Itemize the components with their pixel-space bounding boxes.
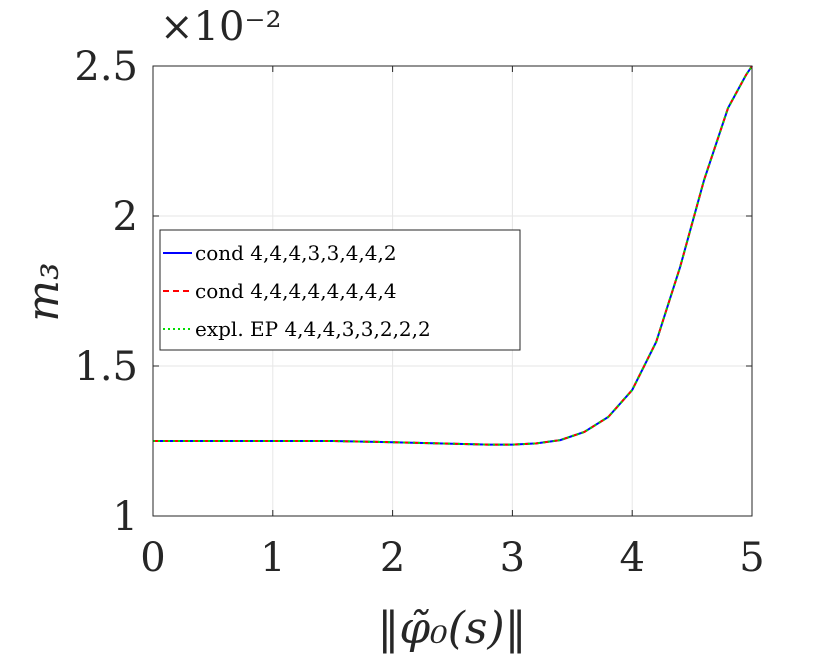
x-axis-label: ‖φ̃₀(s)‖ (377, 603, 526, 654)
x-tick-label: 3 (500, 535, 525, 581)
x-tick-label: 2 (380, 535, 405, 581)
x-tick-label: 0 (140, 535, 165, 581)
x-axis-ticks: 0 1 2 3 4 5 (140, 66, 765, 581)
legend-box (159, 229, 521, 351)
y-axis-ticks: 1 1.5 2 2.5 (74, 44, 752, 540)
y-axis-multiplier: ×10⁻² (160, 4, 282, 50)
legend-label-1: cond 4,4,4,3,3,4,4,2 (195, 241, 397, 265)
plot-frame (152, 65, 753, 517)
legend-label-2: cond 4,4,4,4,4,4,4,4 (195, 279, 397, 303)
y-tick-label: 2.5 (74, 44, 138, 90)
series-layer (153, 65, 753, 446)
x-tick-label: 4 (619, 535, 644, 581)
y-axis-label: m₃ (18, 262, 69, 321)
y-tick-label: 1 (113, 494, 138, 540)
y-tick-label: 2 (113, 194, 138, 240)
y-tick-label: 1.5 (74, 344, 138, 390)
legend-label-3: expl. EP 4,4,4,3,3,2,2,2 (195, 317, 431, 341)
x-tick-label: 5 (739, 535, 764, 581)
legend: cond 4,4,4,3,3,4,4,2 cond 4,4,4,4,4,4,4,4… (159, 229, 521, 351)
series-line-1 (153, 65, 753, 446)
x-tick-label: 1 (260, 535, 285, 581)
